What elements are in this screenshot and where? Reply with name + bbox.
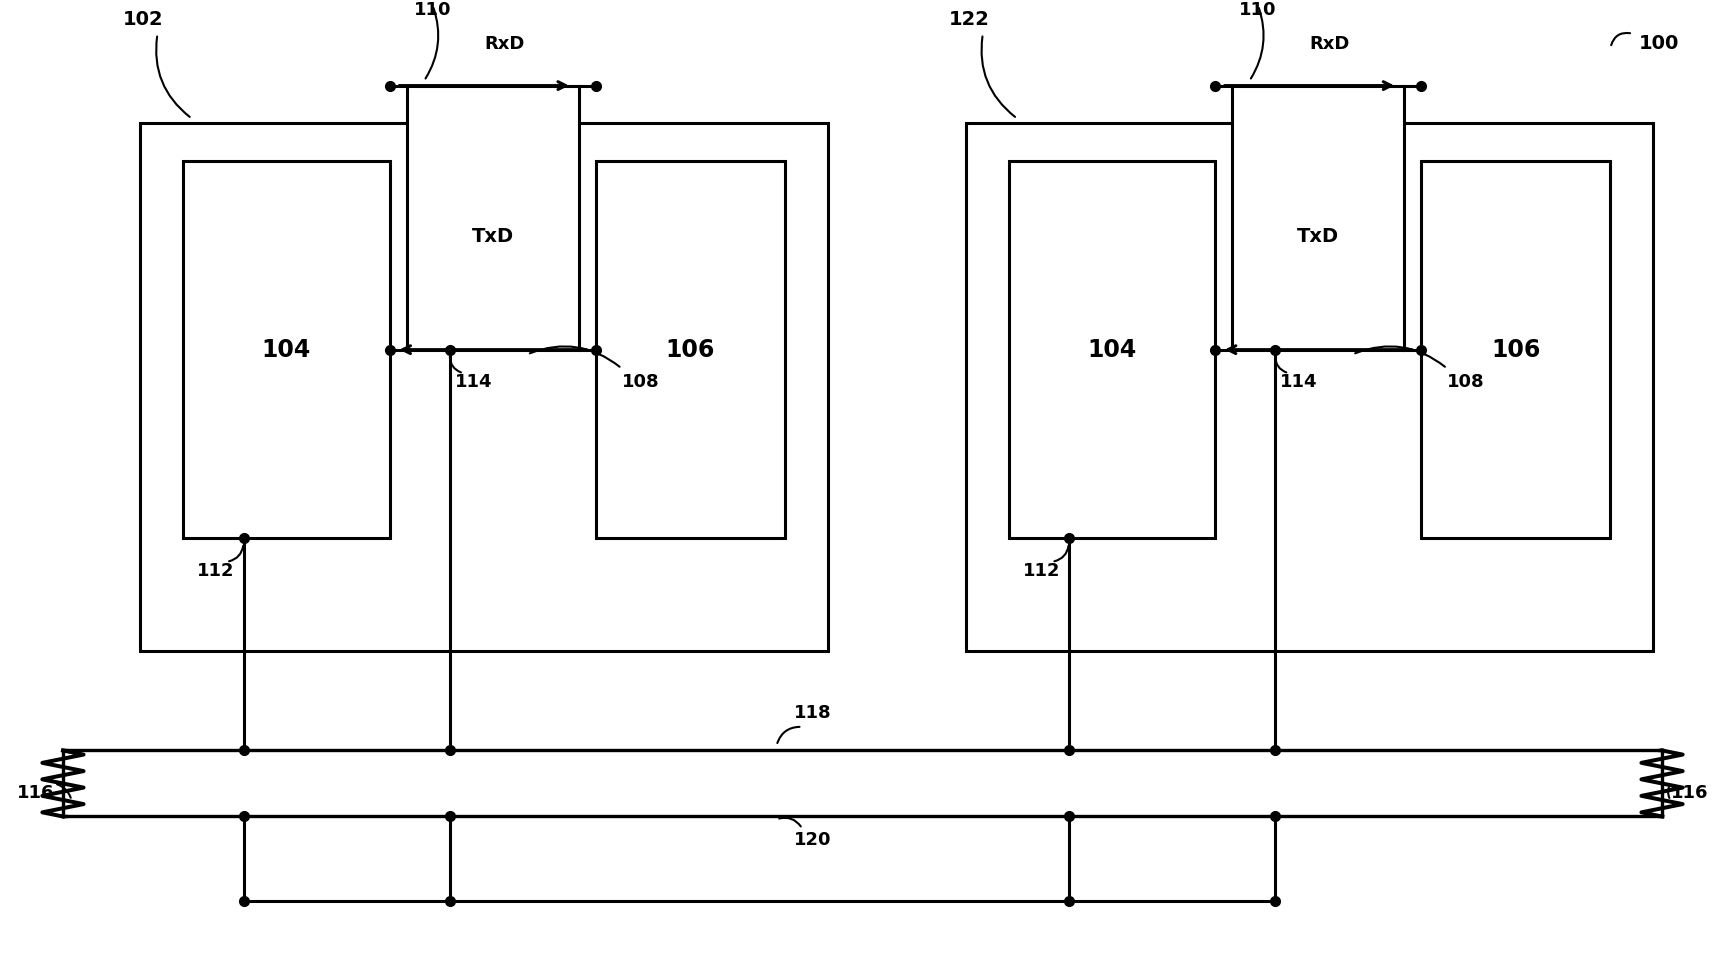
Text: 100: 100 — [1639, 33, 1678, 53]
Text: 114: 114 — [1280, 373, 1318, 391]
Text: 110: 110 — [1239, 1, 1276, 19]
Text: 116: 116 — [1670, 784, 1708, 802]
Text: 104: 104 — [262, 337, 310, 361]
Bar — [1421, 161, 1611, 538]
Text: TxD: TxD — [471, 227, 514, 246]
Text: 114: 114 — [455, 373, 493, 391]
Text: 108: 108 — [621, 373, 659, 391]
Text: RxD: RxD — [485, 34, 524, 53]
Text: 112: 112 — [197, 562, 235, 580]
Bar — [1232, 86, 1404, 350]
Bar — [1009, 161, 1214, 538]
Bar — [183, 161, 390, 538]
Text: 118: 118 — [794, 705, 831, 722]
Text: 112: 112 — [1023, 562, 1061, 580]
Bar — [140, 123, 828, 651]
Text: 116: 116 — [17, 784, 55, 802]
Text: 106: 106 — [666, 337, 716, 361]
Text: 102: 102 — [122, 11, 164, 29]
Text: 110: 110 — [414, 1, 452, 19]
Bar — [407, 86, 580, 350]
Text: 120: 120 — [794, 831, 831, 849]
Text: TxD: TxD — [1297, 227, 1339, 246]
Bar — [595, 161, 785, 538]
Text: 122: 122 — [949, 11, 990, 29]
Text: RxD: RxD — [1309, 34, 1351, 53]
Text: 106: 106 — [1490, 337, 1540, 361]
Bar — [966, 123, 1654, 651]
Text: 104: 104 — [1087, 337, 1137, 361]
Text: 108: 108 — [1447, 373, 1485, 391]
